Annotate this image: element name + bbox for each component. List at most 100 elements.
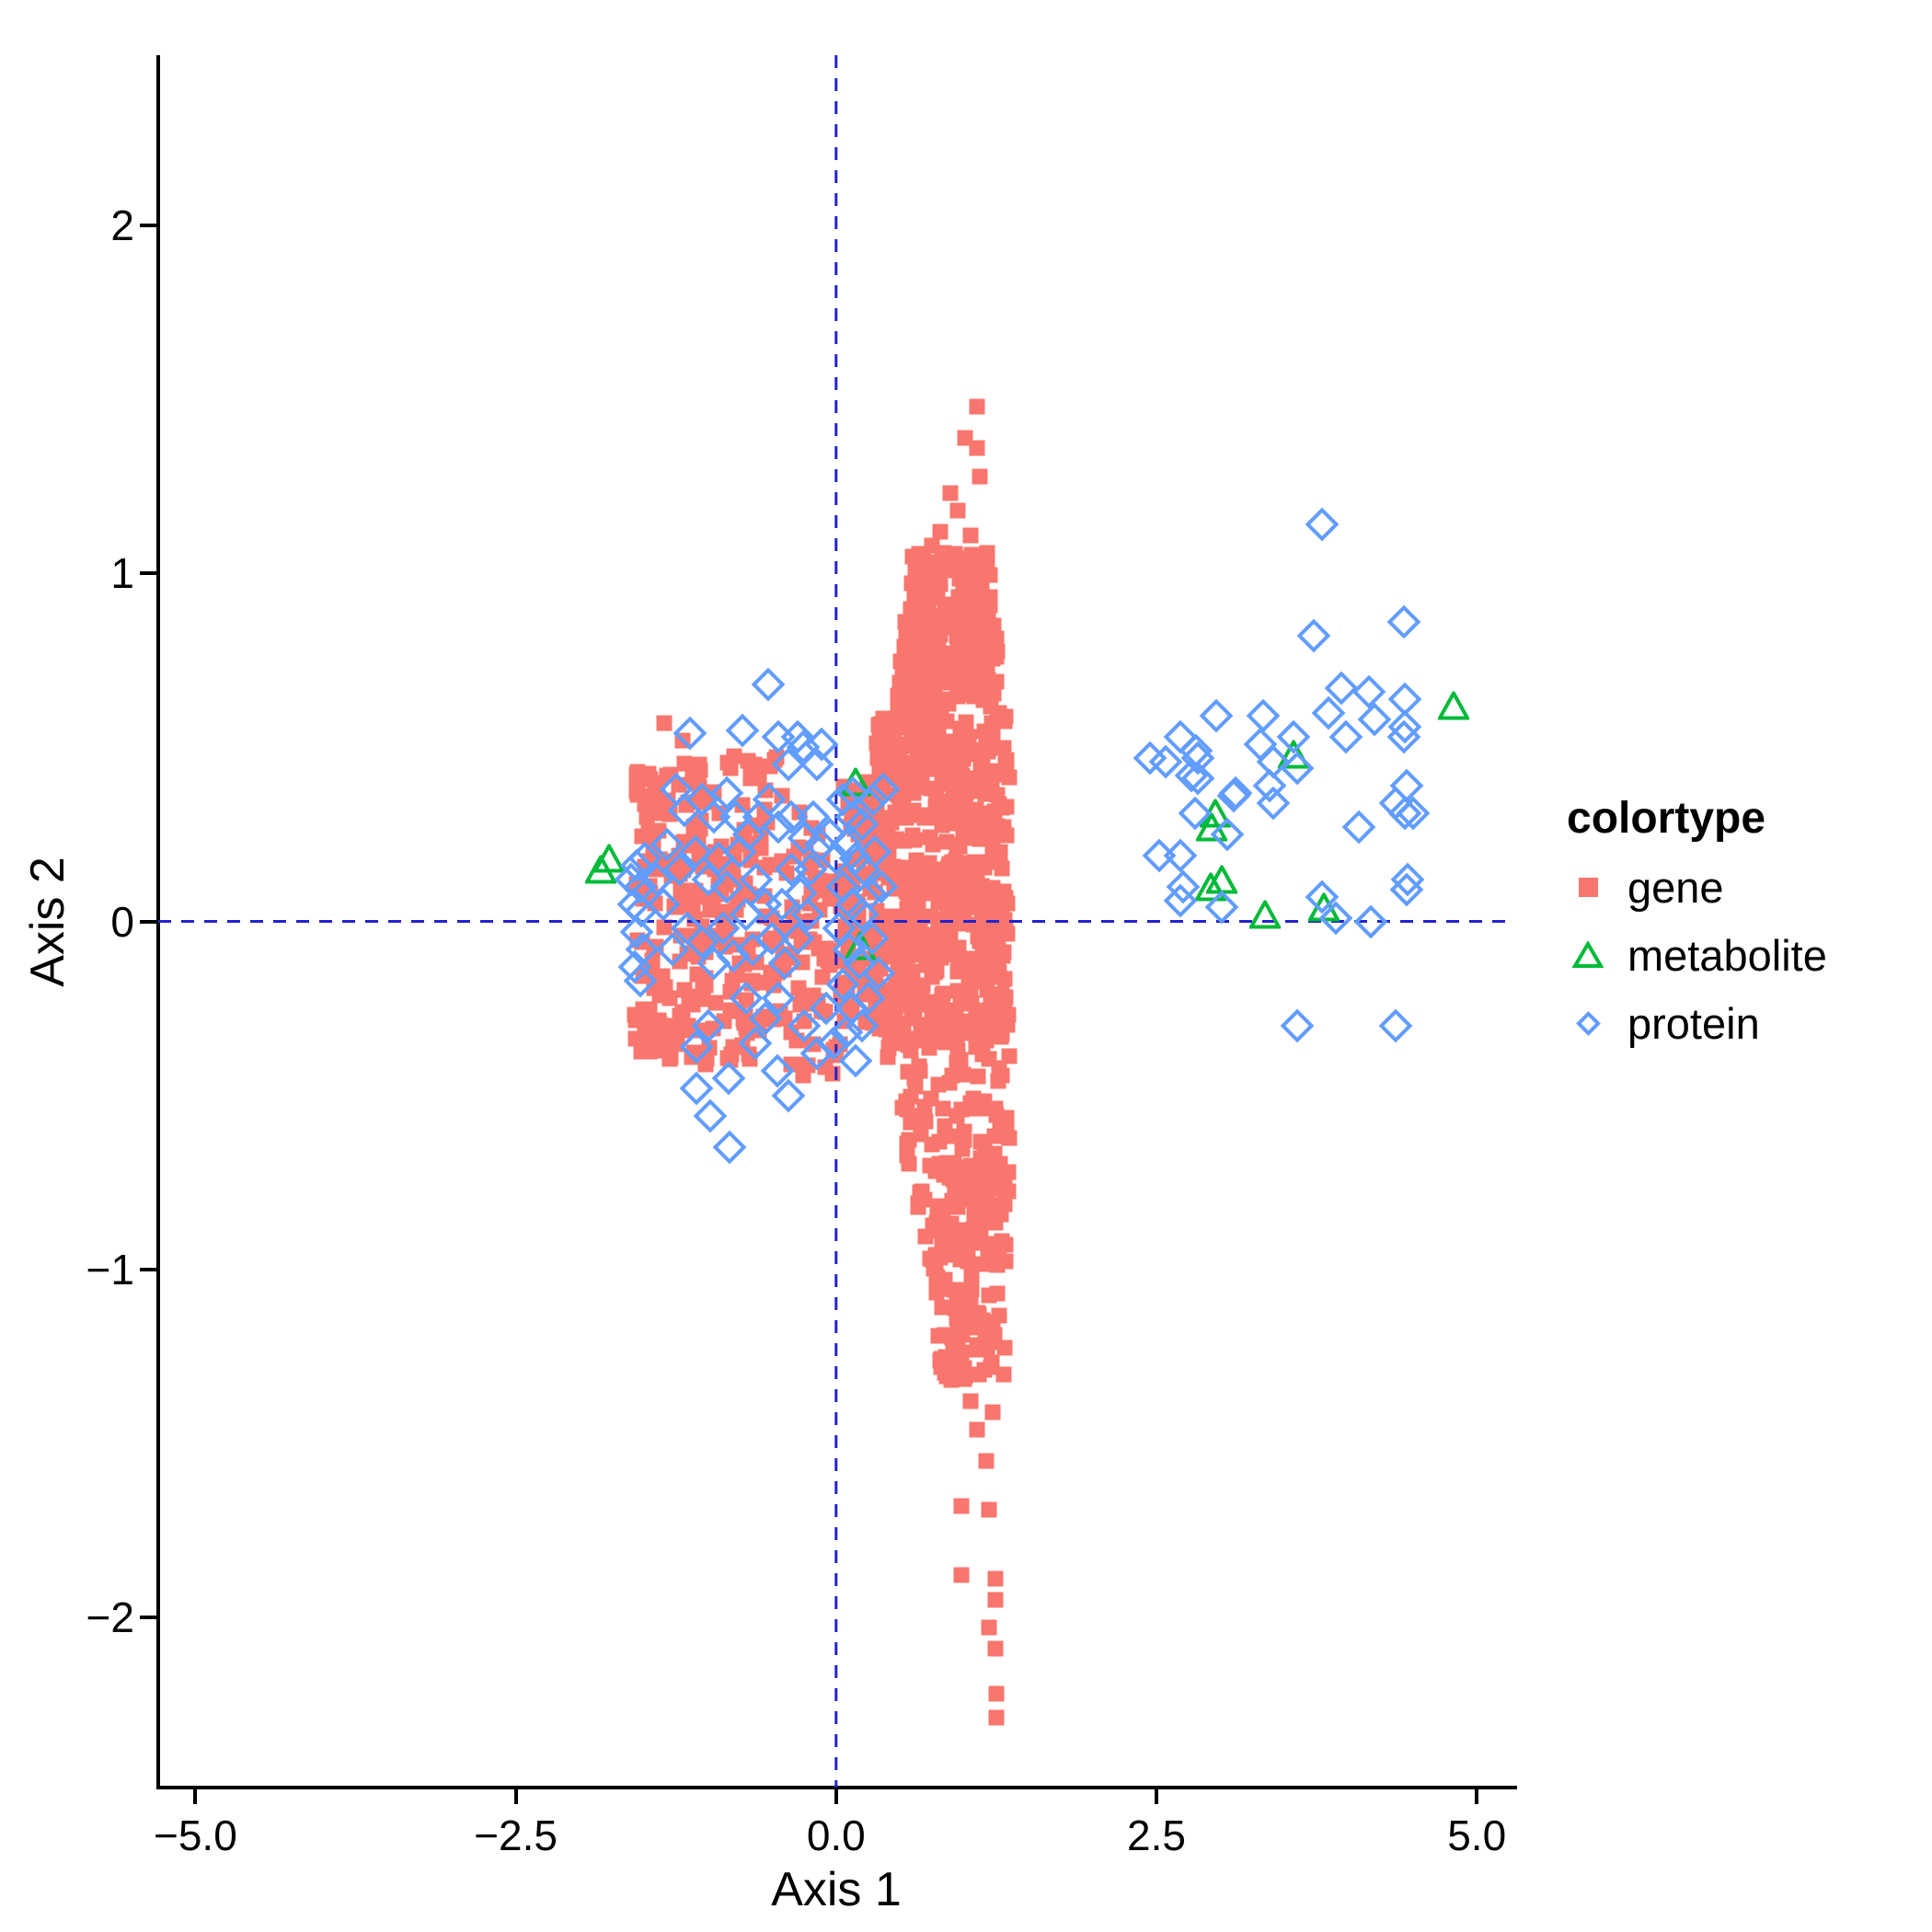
x-tick-label: 5.0 (1447, 1811, 1507, 1859)
gene-point (641, 878, 658, 894)
gene-point (686, 818, 703, 834)
gene-point (640, 1035, 657, 1052)
gene-point (671, 847, 687, 864)
gene-point (734, 797, 751, 813)
gene-point (706, 848, 722, 865)
gene-point (713, 886, 730, 903)
metabolite-point (1438, 691, 1470, 720)
gene-point (673, 927, 689, 944)
gene-point (925, 836, 941, 853)
gene-point (796, 1013, 812, 1029)
gene-point (802, 851, 819, 868)
gene-point (856, 795, 872, 811)
gene-point (645, 838, 661, 855)
gene-point (738, 992, 754, 1008)
gene-point (650, 1012, 667, 1029)
gene-point (867, 884, 883, 901)
y-tick-label: −1 (86, 1245, 134, 1294)
legend-item-gene: gene (1567, 865, 1827, 909)
legend: colortype gene metabolite protein (1567, 797, 1827, 1045)
gene-point (814, 852, 831, 868)
gene-point (628, 766, 645, 783)
gene-point (814, 969, 831, 985)
gene-point (681, 945, 697, 961)
gene-point (684, 1049, 700, 1065)
gene-point (645, 968, 661, 984)
gene-point (810, 825, 826, 842)
y-tick-label: 2 (110, 201, 134, 250)
metabolite-key-icon (1567, 941, 1609, 969)
protein-point (1280, 1008, 1315, 1043)
x-tick-label: −5.0 (153, 1811, 237, 1859)
gene-point (724, 972, 741, 989)
gene-point (753, 840, 769, 857)
gene-point (676, 982, 693, 998)
gene-point (795, 1067, 811, 1084)
legend-label-gene: gene (1627, 862, 1724, 912)
gene-point (674, 897, 691, 914)
gene-point (686, 763, 703, 779)
metabolite-point (593, 844, 626, 873)
y-tick-mark (140, 571, 156, 576)
gene-point (846, 850, 863, 867)
metabolite-point (1249, 900, 1282, 929)
gene-point (707, 995, 724, 1010)
protein-point (693, 1098, 728, 1133)
x-tick-label: −2.5 (474, 1811, 558, 1859)
y-tick-label: 1 (110, 549, 134, 598)
gene-point (835, 992, 852, 1008)
gene-point (801, 895, 818, 912)
gene-point (759, 814, 776, 831)
gene-point (650, 822, 667, 839)
gene-point (647, 788, 663, 804)
gene-point (648, 938, 664, 955)
protein-point (1296, 619, 1331, 653)
gene-point (702, 902, 719, 918)
x-axis-title: Axis 1 (771, 1863, 902, 1916)
gene-point (644, 952, 661, 969)
gene-point (627, 1030, 644, 1047)
gene-point (839, 978, 856, 995)
gene-point (806, 934, 822, 950)
gene-point (845, 869, 860, 886)
gene-point (788, 919, 804, 936)
gene-key-icon (1567, 877, 1609, 897)
legend-item-metabolite: metabolite (1567, 933, 1827, 977)
y-tick-mark (140, 1615, 156, 1619)
y-tick-label: 0 (110, 897, 134, 946)
gene-point (629, 932, 646, 949)
gene-point (748, 954, 765, 971)
protein-point (673, 716, 707, 751)
gene-point (722, 760, 739, 776)
gene-point (647, 895, 663, 912)
gene-point (671, 776, 687, 793)
gene-point (822, 886, 838, 903)
y-tick-label: −2 (86, 1593, 134, 1641)
gene-point (707, 861, 723, 878)
x-tick-mark (1475, 1789, 1479, 1804)
gene-point (763, 964, 779, 981)
protein-point (1353, 904, 1387, 938)
gene-point (730, 836, 746, 853)
gene-point (756, 888, 773, 904)
gene-point (790, 980, 807, 996)
gene-point (742, 852, 759, 868)
protein-key-icon (1567, 1010, 1609, 1036)
gene-point (659, 767, 675, 784)
gene-point (773, 926, 789, 942)
legend-label-protein: protein (1627, 998, 1760, 1048)
gene-point (695, 991, 711, 1007)
gene-point (822, 942, 838, 959)
y-tick-mark (140, 224, 156, 228)
gene-point (730, 891, 746, 908)
gene-point (805, 1036, 822, 1052)
gene-point (757, 782, 774, 799)
legend-item-protein: protein (1567, 1001, 1827, 1045)
gene-point (844, 810, 860, 826)
protein-point (725, 713, 760, 747)
protein-point (751, 667, 786, 702)
gene-point (737, 1008, 753, 1025)
protein-point (711, 1061, 746, 1096)
gene-point (772, 1003, 788, 1019)
